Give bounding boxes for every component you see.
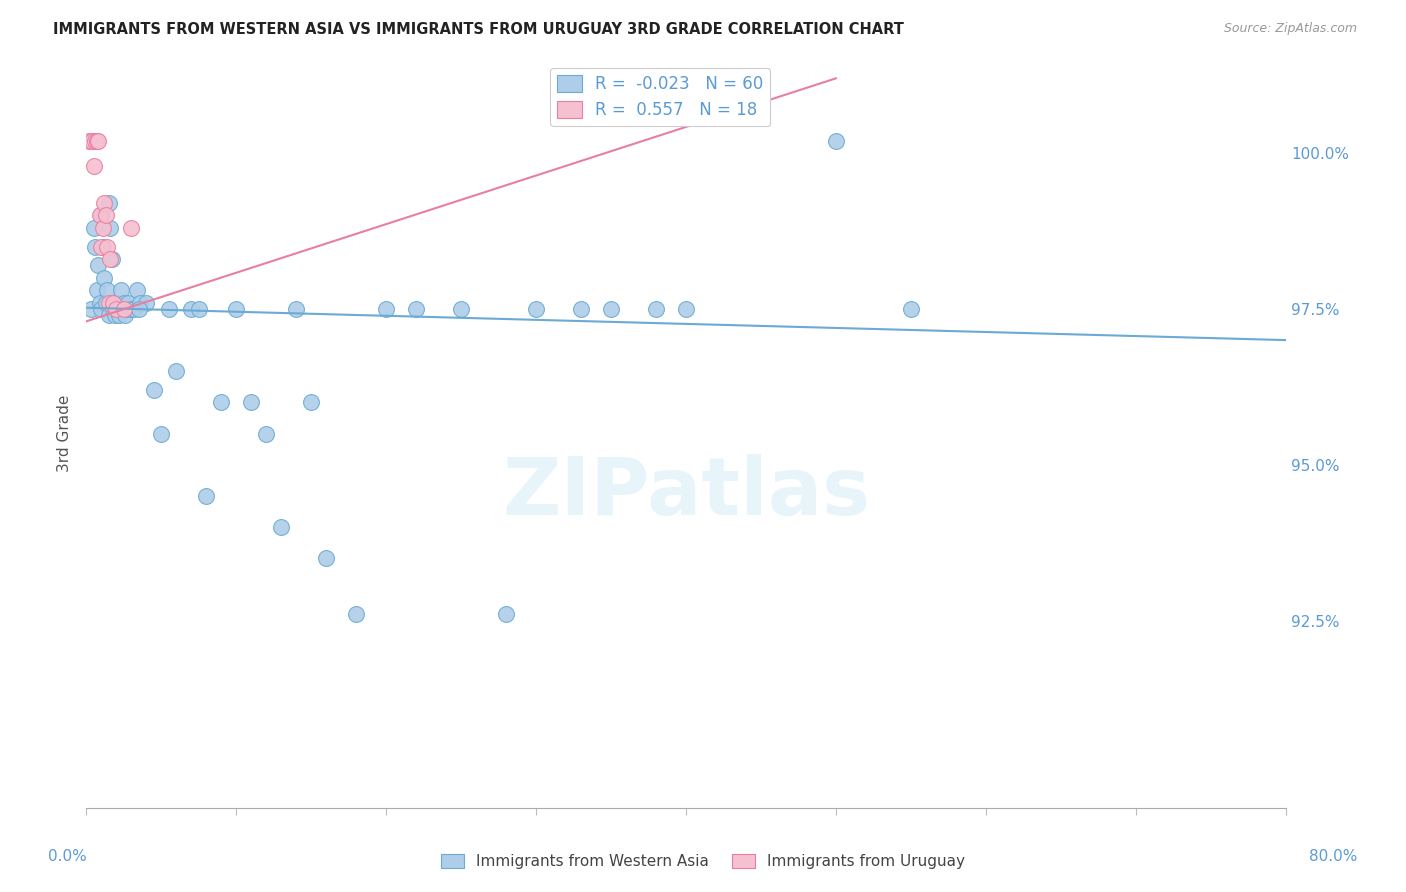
Point bbox=[108, 308, 131, 322]
Point bbox=[187, 301, 209, 316]
Point bbox=[135, 295, 157, 310]
Point bbox=[157, 301, 180, 316]
Point bbox=[120, 220, 142, 235]
Point bbox=[107, 301, 129, 316]
Point bbox=[77, 134, 100, 148]
Text: ZIPatlas: ZIPatlas bbox=[502, 454, 870, 533]
Point bbox=[94, 295, 117, 310]
Point bbox=[90, 209, 112, 223]
Point bbox=[103, 308, 125, 322]
Point bbox=[405, 301, 427, 316]
Point bbox=[86, 283, 108, 297]
Point bbox=[150, 426, 173, 441]
Point bbox=[83, 220, 105, 235]
Point bbox=[97, 196, 120, 211]
Point bbox=[84, 239, 107, 253]
Point bbox=[83, 159, 105, 173]
Point bbox=[90, 239, 112, 253]
Point bbox=[299, 395, 322, 409]
Point bbox=[142, 383, 165, 397]
Point bbox=[112, 301, 135, 316]
Point bbox=[825, 134, 848, 148]
Point bbox=[645, 301, 668, 316]
Point bbox=[450, 301, 472, 316]
Text: 80.0%: 80.0% bbox=[1309, 849, 1357, 864]
Point bbox=[117, 295, 139, 310]
Point bbox=[524, 301, 547, 316]
Text: 0.0%: 0.0% bbox=[48, 849, 87, 864]
Point bbox=[97, 308, 120, 322]
Point bbox=[225, 301, 247, 316]
Point bbox=[87, 258, 110, 272]
Point bbox=[600, 301, 623, 316]
Point bbox=[128, 301, 150, 316]
Point bbox=[89, 295, 111, 310]
Point bbox=[90, 301, 112, 316]
Point bbox=[96, 283, 118, 297]
Point bbox=[84, 134, 107, 148]
Point bbox=[94, 209, 117, 223]
Point bbox=[120, 301, 142, 316]
Point bbox=[93, 270, 115, 285]
Point bbox=[79, 301, 101, 316]
Point bbox=[270, 520, 292, 534]
Point bbox=[180, 301, 202, 316]
Point bbox=[110, 283, 132, 297]
Point bbox=[115, 301, 138, 316]
Point bbox=[195, 489, 218, 503]
Point bbox=[209, 395, 232, 409]
Point bbox=[569, 301, 592, 316]
Point bbox=[97, 295, 120, 310]
Point bbox=[375, 301, 398, 316]
Point bbox=[91, 239, 114, 253]
Point bbox=[93, 196, 115, 211]
Point bbox=[87, 134, 110, 148]
Point bbox=[105, 301, 128, 316]
Legend: R =  -0.023   N = 60, R =  0.557   N = 18: R = -0.023 N = 60, R = 0.557 N = 18 bbox=[550, 68, 770, 126]
Point bbox=[101, 295, 124, 310]
Text: Source: ZipAtlas.com: Source: ZipAtlas.com bbox=[1223, 22, 1357, 36]
Point bbox=[165, 364, 187, 378]
Point bbox=[254, 426, 277, 441]
Point bbox=[89, 209, 111, 223]
Point bbox=[240, 395, 263, 409]
Point bbox=[98, 220, 121, 235]
Point bbox=[675, 301, 697, 316]
Legend: Immigrants from Western Asia, Immigrants from Uruguay: Immigrants from Western Asia, Immigrants… bbox=[434, 847, 972, 875]
Point bbox=[96, 239, 118, 253]
Text: IMMIGRANTS FROM WESTERN ASIA VS IMMIGRANTS FROM URUGUAY 3RD GRADE CORRELATION CH: IMMIGRANTS FROM WESTERN ASIA VS IMMIGRAN… bbox=[53, 22, 904, 37]
Y-axis label: 3rd Grade: 3rd Grade bbox=[58, 395, 72, 472]
Point bbox=[100, 252, 122, 266]
Point bbox=[80, 134, 103, 148]
Point bbox=[900, 301, 922, 316]
Point bbox=[98, 252, 121, 266]
Point bbox=[114, 308, 136, 322]
Point bbox=[122, 301, 145, 316]
Point bbox=[86, 134, 108, 148]
Point bbox=[285, 301, 308, 316]
Point bbox=[101, 301, 124, 316]
Point bbox=[495, 607, 517, 622]
Point bbox=[129, 295, 152, 310]
Point bbox=[105, 295, 128, 310]
Point bbox=[315, 551, 337, 566]
Point bbox=[91, 220, 114, 235]
Point bbox=[111, 301, 134, 316]
Point bbox=[125, 283, 148, 297]
Point bbox=[344, 607, 367, 622]
Point bbox=[112, 295, 135, 310]
